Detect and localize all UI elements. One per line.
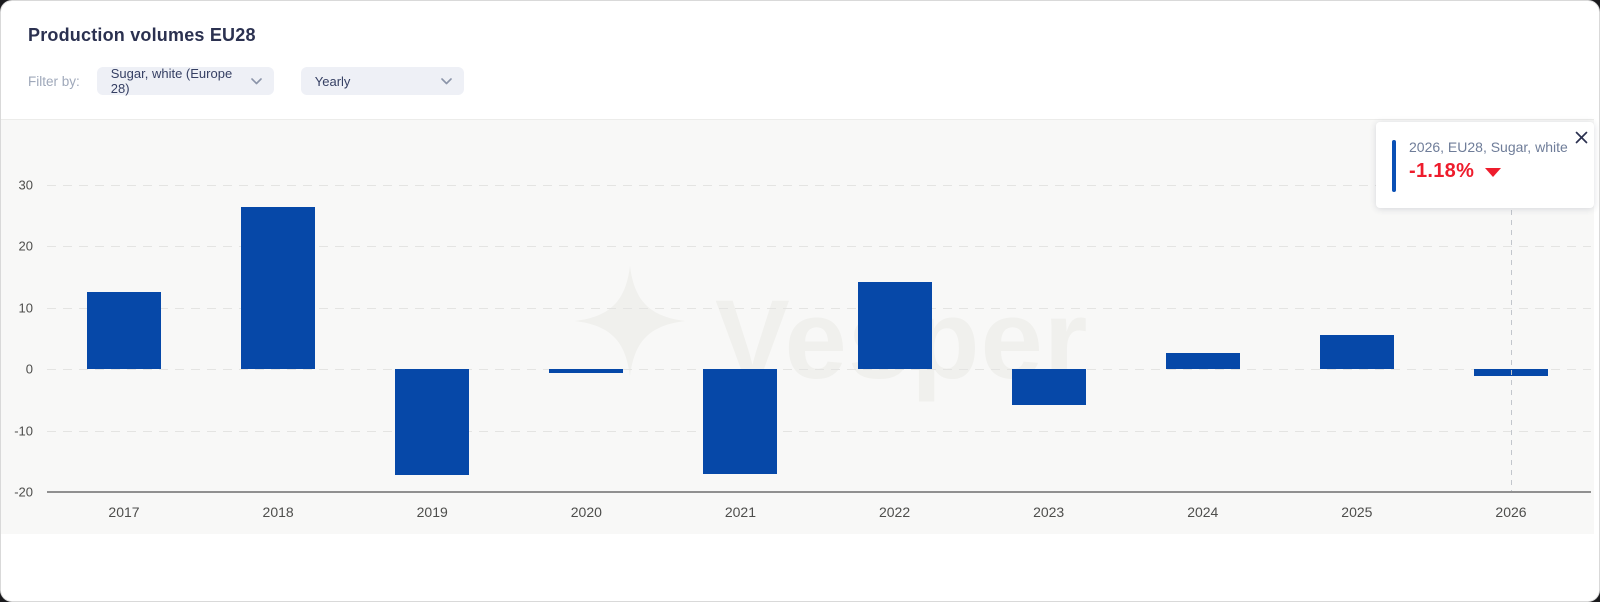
close-icon bbox=[1575, 131, 1587, 143]
gridline bbox=[47, 369, 1591, 371]
legend-bar: Legend: Sugar, white bbox=[1, 534, 1599, 601]
bar-2023[interactable] bbox=[1011, 369, 1086, 406]
bar-2022[interactable] bbox=[857, 282, 932, 370]
vesper-logo-icon bbox=[557, 266, 703, 381]
chevron-down-icon bbox=[250, 77, 262, 85]
tooltip-accent-bar bbox=[1392, 140, 1396, 192]
y-tick-label: -20 bbox=[14, 484, 33, 500]
tooltip-value-row: -1.18% bbox=[1409, 160, 1502, 183]
x-tick-label-2019: 2019 bbox=[416, 504, 448, 520]
x-tick-label-2020: 2020 bbox=[570, 504, 602, 520]
tooltip-close-button[interactable] bbox=[1571, 127, 1591, 147]
bar-2021[interactable] bbox=[703, 369, 778, 474]
bar-2019[interactable] bbox=[395, 369, 470, 475]
vesper-watermark: Vesper bbox=[557, 266, 1088, 396]
chevron-down-icon bbox=[440, 77, 452, 85]
chart-tooltip: 2026, EU28, Sugar, white -1.18% bbox=[1376, 122, 1594, 208]
x-tick-label-2026: 2026 bbox=[1495, 504, 1527, 520]
product-filter-value: Sugar, white (Europe 28) bbox=[110, 66, 233, 96]
x-tick-label-2023: 2023 bbox=[1033, 504, 1065, 520]
x-tick-label-2025: 2025 bbox=[1341, 504, 1373, 520]
bar-2017[interactable] bbox=[87, 291, 161, 370]
x-axis-line bbox=[47, 491, 1591, 493]
x-tick-label-2024: 2024 bbox=[1187, 504, 1219, 520]
bar-2018[interactable] bbox=[241, 207, 316, 370]
gridline bbox=[47, 430, 1591, 432]
frequency-filter-dropdown[interactable]: Yearly bbox=[300, 67, 464, 95]
x-tick-label-2021: 2021 bbox=[724, 504, 757, 520]
y-tick-label: 0 bbox=[25, 361, 33, 377]
gridline bbox=[47, 246, 1591, 248]
x-tick-label-2022: 2022 bbox=[878, 504, 911, 520]
highlight-marker-line bbox=[1510, 210, 1512, 491]
y-tick-label: 10 bbox=[18, 300, 33, 316]
y-tick-label: -10 bbox=[14, 423, 33, 439]
tooltip-value: -1.18% bbox=[1409, 160, 1475, 182]
bar-2024[interactable] bbox=[1165, 353, 1240, 370]
x-tick-label-2017: 2017 bbox=[108, 504, 140, 520]
frequency-filter-value: Yearly bbox=[314, 73, 351, 89]
chart-panel: Vesper 30 20 10 0 -10 -20 2017 2018 2019 2020 2021… bbox=[1, 119, 1594, 535]
gridline bbox=[47, 307, 1591, 309]
gridline bbox=[47, 185, 1591, 186]
y-tick-label: 30 bbox=[18, 177, 33, 193]
filter-by-label: Filter by: bbox=[28, 73, 80, 89]
product-filter-dropdown[interactable]: Sugar, white (Europe 28) bbox=[96, 66, 274, 96]
bar-2020[interactable] bbox=[549, 369, 624, 373]
y-tick-label: 20 bbox=[18, 238, 33, 254]
filter-bar: Filter by: Sugar, white (Europe 28) Year… bbox=[28, 66, 464, 96]
tooltip-series-label: 2026, EU28, Sugar, white bbox=[1409, 139, 1568, 155]
bar-2025[interactable] bbox=[1319, 334, 1394, 370]
x-tick-label-2018: 2018 bbox=[262, 504, 294, 520]
trend-down-icon bbox=[1485, 168, 1502, 177]
page-title: Production volumes EU28 bbox=[28, 25, 256, 45]
